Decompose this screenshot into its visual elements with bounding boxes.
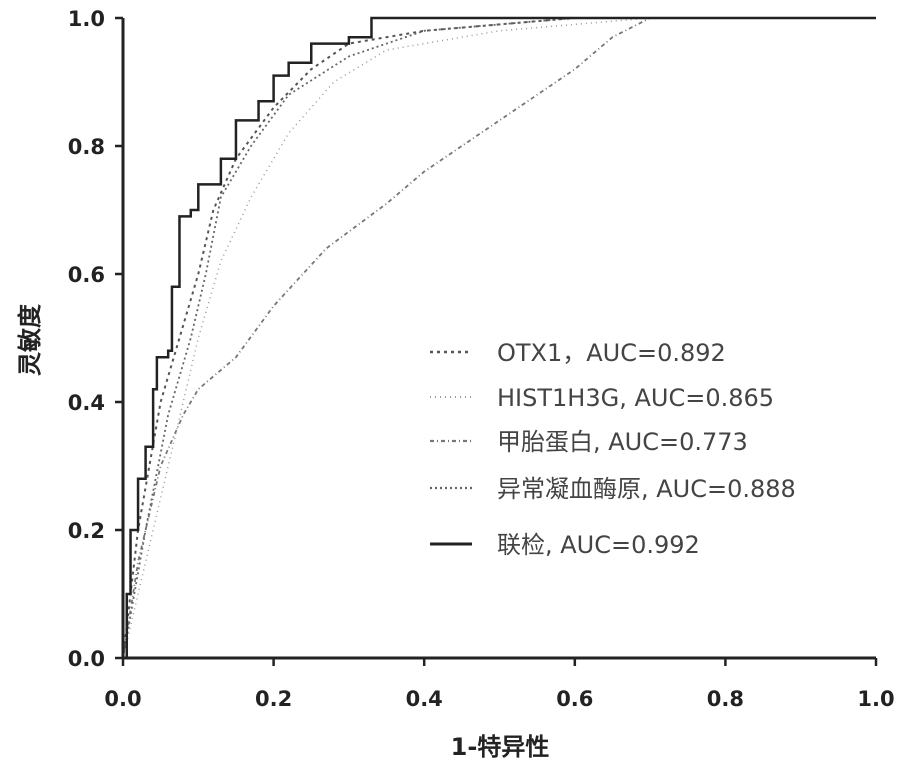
legend-label-4: 联检, AUC=0.992: [497, 531, 700, 559]
x-tick-label: 0.8: [707, 687, 744, 711]
series-line-1: [123, 18, 876, 658]
legend-label-0: OTX1，AUC=0.892: [497, 339, 726, 367]
ticks: 0.0 0.2 0.4 0.6 0.8 1.0 0.0 0.2 0.4 0.6 0.8 1.0: [68, 7, 895, 711]
x-tick-label: 1.0: [857, 687, 894, 711]
y-tick-label: 0.8: [68, 135, 105, 159]
series-line-4: [123, 18, 876, 658]
x-tick-label: 0.6: [556, 687, 593, 711]
x-axis-title: 1-特异性: [451, 733, 550, 761]
y-tick-label: 0.6: [68, 263, 105, 287]
legend-label-2: 甲胎蛋白, AUC=0.773: [497, 428, 748, 456]
roc-chart: 0.0 0.2 0.4 0.6 0.8 1.0 0.0 0.2 0.4 0.6 0.8 1.0 1-特…: [0, 0, 919, 773]
y-tick-label: 0.2: [68, 519, 105, 543]
y-tick-label: 1.0: [68, 7, 105, 31]
legend-label-1: HIST1H3G, AUC=0.865: [497, 384, 774, 412]
x-tick-label: 0.0: [104, 687, 141, 711]
y-tick-label: 0.0: [68, 647, 105, 671]
series-line-0: [123, 18, 876, 658]
y-tick-label: 0.4: [68, 391, 105, 415]
series-line-3: [123, 18, 876, 658]
x-tick-label: 0.4: [406, 687, 443, 711]
x-tick-label: 0.2: [255, 687, 292, 711]
y-axis-title: 灵敏度: [16, 303, 44, 376]
legend: OTX1，AUC=0.892 HIST1H3G, AUC=0.865 甲胎蛋白, A…: [430, 339, 796, 559]
legend-label-3: 异常凝血酶原, AUC=0.888: [497, 475, 796, 503]
series-line-2: [123, 18, 876, 658]
curves: [123, 18, 876, 658]
